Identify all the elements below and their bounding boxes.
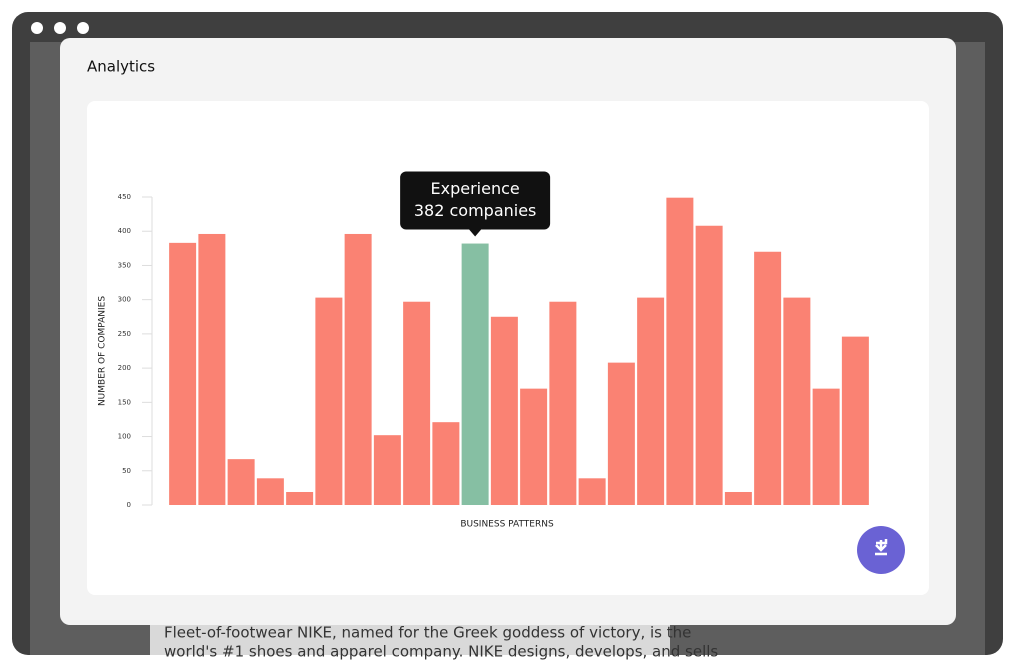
bar xyxy=(432,422,460,505)
y-tick-label: 50 xyxy=(122,467,131,475)
modal-title: Analytics xyxy=(87,58,155,76)
bar xyxy=(198,233,226,505)
window-dot[interactable] xyxy=(54,22,66,34)
y-tick-label: 200 xyxy=(118,364,131,372)
chart: 0 50 100 150 200 250 300 350 400 450 NUMBER OF COM… xyxy=(98,171,869,530)
y-tick-label: 350 xyxy=(118,261,131,269)
bar xyxy=(724,491,752,505)
bar xyxy=(695,225,723,505)
tooltip-value: 382 companies xyxy=(414,201,537,220)
bar xyxy=(315,297,343,505)
bar xyxy=(754,251,782,505)
bar xyxy=(227,459,255,505)
bar xyxy=(373,435,401,505)
window-dot[interactable] xyxy=(77,22,89,34)
bar xyxy=(812,388,840,505)
bar xyxy=(549,301,577,505)
y-tick-label: 450 xyxy=(118,193,131,201)
bar xyxy=(403,301,431,505)
bar xyxy=(344,233,372,505)
article-text: world's #1 shoes and apparel company. NI… xyxy=(164,643,718,661)
tooltip-arrow xyxy=(469,229,482,237)
y-tick-label: 100 xyxy=(118,433,131,441)
bar xyxy=(783,297,811,505)
window-dot[interactable] xyxy=(31,22,43,34)
y-tick-label: 300 xyxy=(118,296,131,304)
bar xyxy=(169,242,197,505)
bar xyxy=(637,297,665,505)
bar xyxy=(490,316,518,505)
y-axis-label: NUMBER OF COMPANIES xyxy=(98,296,108,406)
bar xyxy=(520,388,548,505)
bar xyxy=(286,491,314,505)
tooltip xyxy=(400,171,551,230)
bar xyxy=(578,478,606,505)
bar xyxy=(666,197,694,505)
tooltip-category: Experience xyxy=(431,179,520,198)
bar xyxy=(256,478,284,505)
article-text: Fleet-of-footwear NIKE, named for the Gr… xyxy=(164,624,691,642)
y-tick-label: 0 xyxy=(127,501,131,509)
bar xyxy=(841,336,869,505)
y-tick-label: 250 xyxy=(118,330,131,338)
y-tick-label: 400 xyxy=(118,227,131,235)
bar xyxy=(461,243,489,505)
download-icon xyxy=(875,539,888,556)
bar xyxy=(607,362,635,505)
y-tick-label: 150 xyxy=(118,398,131,406)
x-axis-label: BUSINESS PATTERNS xyxy=(460,520,554,530)
